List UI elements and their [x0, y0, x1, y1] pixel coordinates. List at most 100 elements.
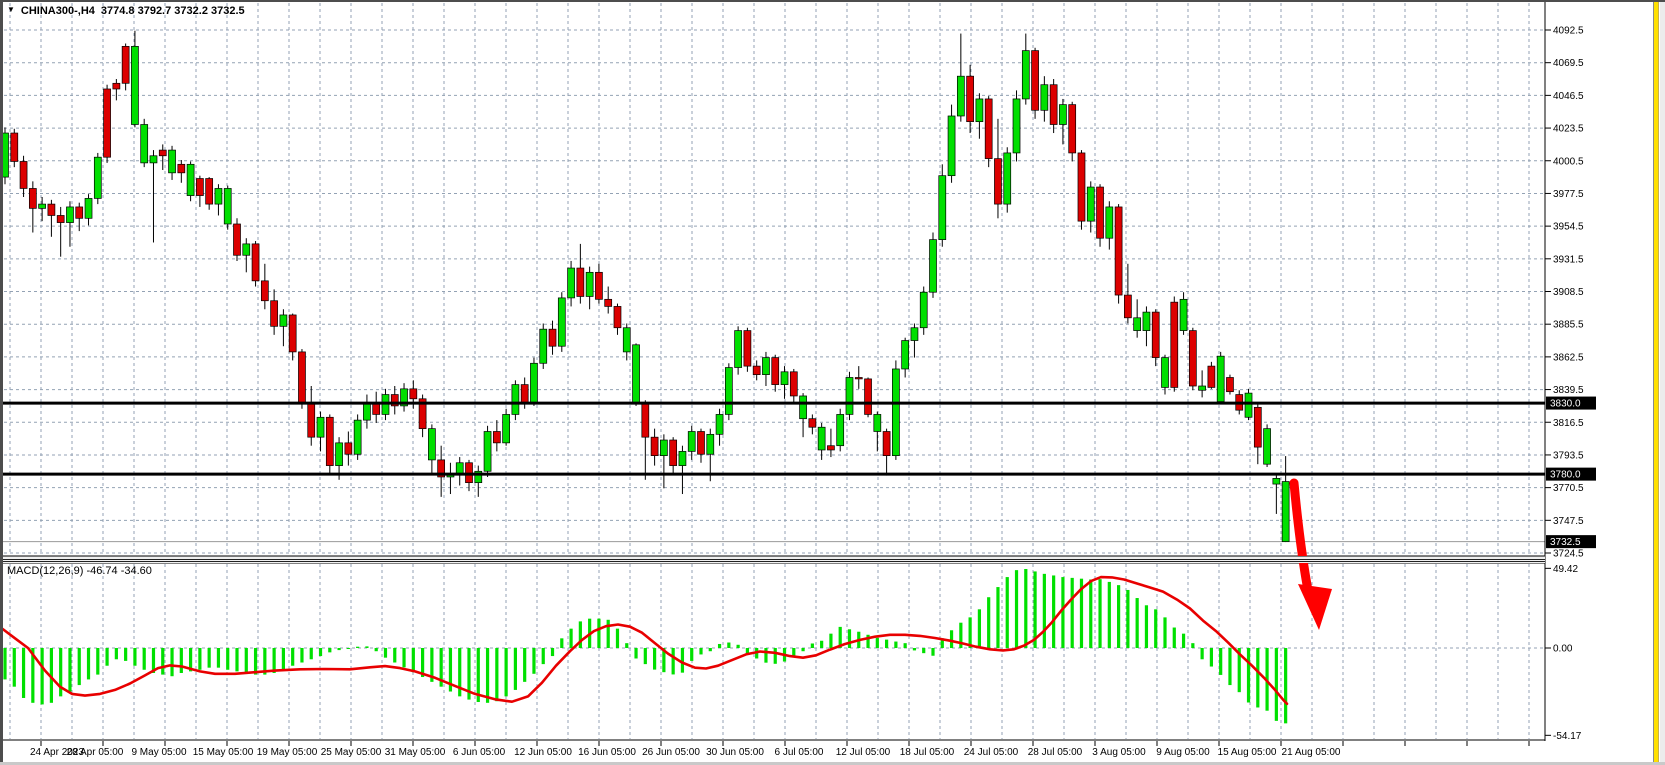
candle-body: [492, 431, 501, 444]
time-axis-label: 16 Jun 05:00: [578, 747, 636, 758]
level-price-tag: 3830.0: [1550, 399, 1581, 410]
candle-body: [1272, 478, 1281, 485]
price-scale-drag-zone[interactable]: [1545, 2, 1660, 740]
macd-histogram-bar: [1209, 648, 1213, 667]
macd-histogram-bar: [560, 638, 564, 648]
price-axis-label: 3839.5: [1553, 385, 1584, 396]
candle-body: [622, 327, 631, 353]
trend-arrow-shaft: [1289, 478, 1314, 601]
macd-histogram-bar: [1154, 609, 1158, 648]
candle-body: [335, 442, 343, 466]
macd-histogram-bar: [708, 648, 712, 652]
candle-body: [66, 206, 74, 223]
candle-body: [325, 416, 334, 466]
price-axis-label: 3954.5: [1553, 222, 1584, 233]
panel-splitter[interactable]: [3, 556, 1545, 563]
candle-body: [28, 188, 37, 209]
macd-axis-label: 0.00: [1553, 644, 1573, 655]
macd-histogram-bar: [216, 648, 221, 668]
macd-histogram-bar: [198, 648, 202, 670]
macd-histogram-bar: [829, 633, 833, 648]
time-scale-drag-zone[interactable]: [3, 741, 1545, 763]
candle-body: [1049, 84, 1058, 125]
macd-histogram-bar: [662, 648, 666, 673]
macd-histogram-bar: [495, 648, 499, 702]
price-axis-label: 4046.5: [1553, 91, 1584, 102]
symbol-timeframe-label: CHINA300-,H4: [20, 4, 95, 17]
candle-body: [149, 155, 158, 164]
candle-body: [752, 365, 761, 375]
price-axis-label: 3908.5: [1553, 287, 1584, 298]
candle-body: [112, 82, 121, 90]
candle-body: [901, 340, 910, 370]
macd-histogram-bar: [253, 648, 258, 675]
macd-histogram-bar: [300, 648, 304, 663]
candle-body: [1077, 152, 1086, 222]
price-axis-label: 3931.5: [1553, 254, 1584, 265]
macd-histogram-bar: [810, 643, 814, 648]
price-axis-label: 3885.5: [1553, 320, 1584, 331]
macd-histogram-bar: [114, 648, 118, 660]
level-price-tag: 3780.0: [1550, 470, 1581, 481]
macd-histogram-bar: [458, 648, 462, 697]
macd-histogram-bar: [374, 648, 378, 652]
candle-body: [260, 280, 269, 302]
current-price-tag-bg: [1546, 535, 1596, 549]
candle-body: [724, 367, 733, 415]
candle-body: [400, 388, 408, 407]
candle-body: [984, 98, 993, 159]
macd-histogram-bar: [411, 648, 415, 673]
candle-body: [1096, 186, 1104, 239]
price-axis-label: 3793.5: [1553, 450, 1584, 461]
candle-body: [279, 314, 288, 327]
macd-histogram-bar: [690, 648, 694, 661]
macd-histogram-bar: [31, 648, 35, 703]
macd-histogram-bar: [643, 648, 647, 665]
time-axis-label: 21 Aug 05:00: [1282, 747, 1341, 758]
candle-body: [47, 203, 56, 216]
candle-body: [873, 414, 882, 432]
candle-body: [548, 328, 557, 347]
current-price-tag: 3732.5: [1550, 537, 1581, 548]
candle-body: [38, 203, 46, 209]
candle-body: [854, 377, 863, 380]
macd-histogram-bar: [940, 638, 944, 648]
candle-body: [1281, 481, 1290, 542]
candle-body: [307, 402, 316, 438]
macd-histogram-bar: [12, 648, 16, 687]
macd-histogram-bar: [894, 641, 898, 648]
macd-histogram-bar: [922, 648, 926, 654]
quote-row: ▼ CHINA300-,H4 3774.8 3792.7 3732.2 3732…: [7, 4, 245, 17]
macd-histogram-bar: [226, 648, 230, 670]
candle-body: [799, 395, 807, 420]
time-axis-label: 26 Jun 05:00: [642, 747, 700, 758]
macd-histogram-bar: [699, 648, 703, 655]
macd-histogram-bar: [1033, 571, 1037, 648]
macd-histogram-bar: [21, 648, 26, 698]
macd-histogram-bar: [3, 648, 7, 680]
candle-body: [1244, 392, 1253, 418]
time-axis-label: 15 Aug 05:00: [1218, 747, 1277, 758]
macd-histogram-bar: [1246, 648, 1251, 703]
macd-histogram-bar: [1089, 579, 1093, 648]
macd-histogram-bar: [1079, 578, 1084, 648]
candle-body: [966, 75, 974, 123]
macd-histogram-bar: [764, 648, 768, 663]
time-axis-label: 9 May 05:00: [131, 747, 186, 758]
chevron-down-icon[interactable]: ▼: [7, 5, 15, 14]
candle-body: [474, 470, 483, 484]
macd-histogram-bar: [318, 648, 323, 657]
macd-axis-label: 49.42: [1553, 564, 1578, 575]
time-axis-label: 30 Jun 05:00: [706, 747, 764, 758]
time-axis-label: 28 Apr 05:00: [67, 747, 124, 758]
candle-body: [595, 271, 603, 300]
price-axis-label: 3770.5: [1553, 483, 1584, 494]
macd-histogram-bar: [291, 648, 295, 666]
macd-histogram-bar: [161, 648, 165, 675]
candle-body: [140, 124, 149, 164]
macd-histogram-bar: [504, 648, 508, 697]
macd-histogram-bar: [263, 648, 267, 675]
macd-histogram-bar: [421, 648, 425, 678]
macd-histogram-bar: [959, 622, 963, 648]
